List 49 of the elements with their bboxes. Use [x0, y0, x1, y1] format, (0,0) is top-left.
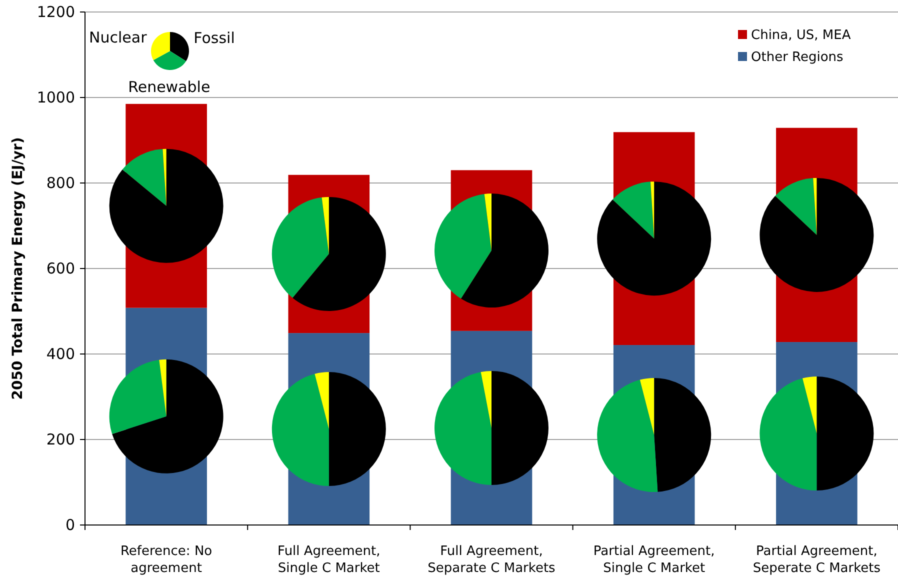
pie-slice: [597, 380, 658, 492]
pie-slice: [597, 182, 712, 296]
pie-slice: [112, 359, 224, 474]
pie-slice: [122, 148, 166, 206]
pie-slice: [328, 372, 386, 486]
pie-slice: [460, 194, 548, 308]
pie-slice: [292, 196, 386, 311]
legend-label: Other Regions: [751, 50, 844, 65]
slice-label: Renewable: [128, 78, 210, 96]
slice-label: Nuclear: [89, 28, 148, 46]
pie-slice: [434, 194, 492, 299]
slice-label: Fossil: [194, 28, 235, 47]
pie-slice: [612, 182, 654, 239]
pie-slice: [480, 370, 492, 428]
x-tick-label: Reference: No agreement: [120, 544, 212, 576]
y-tick-label: 600: [46, 260, 75, 278]
pie-slice: [654, 378, 712, 492]
y-tick-label: 800: [46, 174, 75, 192]
pie-slice: [272, 197, 329, 298]
pie-slice: [434, 372, 492, 485]
y-tick-label: 1200: [36, 3, 75, 21]
pie-slice: [170, 32, 189, 62]
pie-slice: [109, 360, 166, 434]
legend-label: China, US, MEA: [751, 28, 851, 43]
x-tick-label: Partial Agreement, Seperate C Markets: [752, 544, 881, 576]
pie-slice: [760, 178, 874, 292]
x-tick-label: Full Agreement, Single C Market: [278, 544, 380, 576]
pie-slice: [492, 370, 548, 485]
y-axis-title: 2050 Total Primary Energy (EJ/yr): [10, 137, 26, 400]
x-tick-label: Full Agreement, Separate C Markets: [428, 544, 556, 576]
y-tick-label: 1000: [36, 88, 75, 106]
x-tick-label: Partial Agreement, Single C Market: [593, 544, 715, 576]
y-tick-label: 200: [46, 430, 75, 448]
pie-slice: [162, 148, 166, 206]
pie-slice: [322, 196, 329, 254]
pie-slice: [159, 359, 166, 416]
y-tick-label: 0: [65, 516, 75, 534]
pie-slice: [760, 378, 817, 491]
pie-slice: [802, 376, 817, 434]
pie-slice: [153, 51, 186, 70]
pie-slice: [109, 148, 224, 263]
pie-slice: [151, 32, 170, 60]
pie-slice: [314, 372, 329, 430]
pie-slice: [484, 194, 492, 251]
pie-slice: [272, 374, 329, 486]
pie-slice: [640, 378, 654, 436]
pie-slice: [816, 376, 874, 491]
y-tick-label: 400: [46, 345, 75, 363]
pie-slice: [775, 178, 817, 235]
